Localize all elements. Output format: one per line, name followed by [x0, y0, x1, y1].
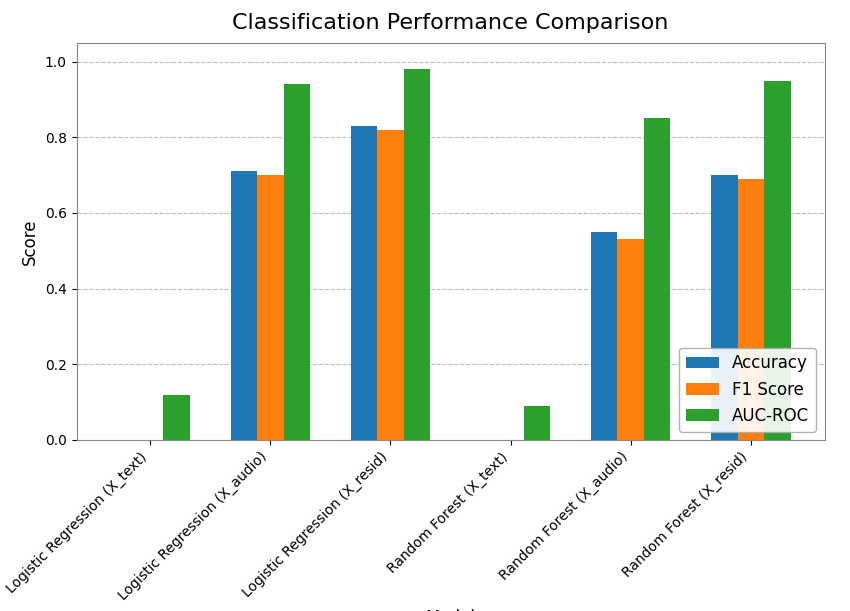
Bar	[764, 81, 790, 440]
Bar	[351, 126, 377, 440]
Bar	[284, 84, 310, 440]
Y-axis label: Score: Score	[21, 218, 39, 265]
Title: Classification Performance Comparison: Classification Performance Comparison	[232, 13, 669, 33]
Bar	[617, 240, 644, 440]
Bar	[257, 175, 284, 440]
X-axis label: Model: Model	[426, 609, 475, 611]
Bar	[644, 119, 671, 440]
Bar	[377, 130, 404, 440]
Bar	[524, 406, 550, 440]
Legend: Accuracy, F1 Score, AUC-ROC: Accuracy, F1 Score, AUC-ROC	[679, 348, 816, 431]
Bar	[404, 69, 430, 440]
Bar	[591, 232, 617, 440]
Bar	[230, 171, 257, 440]
Bar	[738, 179, 764, 440]
Bar	[711, 175, 738, 440]
Bar	[163, 395, 190, 440]
